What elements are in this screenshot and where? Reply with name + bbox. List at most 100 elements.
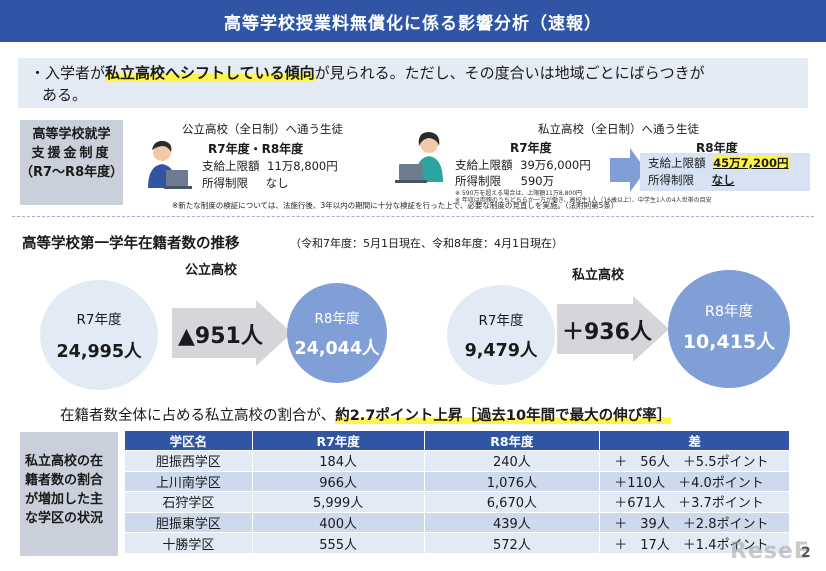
regions-label-line3: が増加した主 <box>25 492 104 507</box>
private-change: ＋936人 <box>562 320 652 345</box>
watermark-logo: ReseE <box>730 539 810 564</box>
r8-count: 439人 <box>423 511 601 534</box>
public-r8-circle: R8年度 24,044人 <box>287 283 387 383</box>
regions-table: 学区名 R7年度 R8年度 差 胆振西学区 184人 240人 ＋ 56人 ＋5… <box>124 430 790 554</box>
r8-count: 572人 <box>423 532 601 554</box>
private-r8-box: 支給上限額 45万7,200円 所得制限 なし <box>640 153 810 191</box>
private-r7-income-row: 所得制限 590万 <box>455 173 554 189</box>
r8-count: 6,670人 <box>423 491 601 513</box>
table-row: 十勝学区 555人 572人 ＋ 17人 ＋1.4ポイント <box>124 532 790 554</box>
private-r8-limit-label: 支給上限額 <box>648 156 706 170</box>
enrollment-subtitle: （令和7年度：5月1日現在、令和8年度：4月1日現在） <box>290 237 563 250</box>
page-title: 高等学校授業料無償化に係る影響分析（速報） <box>224 14 602 34</box>
private-r8-circle: R8年度 10,415人 <box>668 270 790 388</box>
district-name: 十勝学区 <box>124 532 253 554</box>
notice-suffix: が見られる。ただし、その度合いは地域ごとにばらつきが <box>314 64 705 82</box>
public-label: 公立高校 <box>185 263 238 278</box>
private-r7-income-value: 590万 <box>520 174 555 188</box>
table-row: 胆振東学区 400人 439人 ＋ 39人 ＋2.8ポイント <box>124 511 790 534</box>
regions-label-line1: 私立高校の在 <box>25 454 104 469</box>
private-r8-year: R8年度 <box>704 304 754 320</box>
enrollment-title: 高等学校第一学年在籍者数の推移 <box>22 236 240 252</box>
private-label: 私立高校 <box>572 268 625 283</box>
private-r8-limit-value: 45万7,200円 <box>713 156 789 170</box>
private-note-2: ※ 年収は両親のうちどちらか一方が働き、高校生1人（16歳以上）、中学生1人の4… <box>455 197 712 204</box>
public-change: ▲951人 <box>178 324 263 349</box>
summary-prefix: 在籍者数全体に占める私立高校の割合が、 <box>60 408 336 424</box>
student-pc-icon <box>148 140 192 189</box>
private-change-arrow <box>557 296 669 362</box>
notice-box: ・入学者が私立高校へシフトしている傾向が見られる。ただし、その度合いは地域ごとに… <box>18 58 808 108</box>
public-r7-count: 24,995人 <box>56 342 142 362</box>
private-r7-limit-row: 支給上限額 39万6,000円 <box>455 157 591 173</box>
private-note-1: ※ 590万を超える場合は、上限額11万8,800円 <box>455 190 583 197</box>
right-arrow-icon <box>610 148 646 192</box>
r7-count: 966人 <box>251 470 425 493</box>
notice-highlight: 私立高校へシフトしている傾向 <box>105 64 315 82</box>
dashed-divider <box>12 216 814 217</box>
table-row: 上川南学区 966人 1,076人 ＋110人 ＋4.0ポイント <box>124 470 790 493</box>
difference: ＋671人 ＋3.7ポイント <box>599 491 790 513</box>
public-limit-row: 支給上限額 11万8,800円 <box>202 158 338 174</box>
table-row: 石狩学区 5,999人 6,670人 ＋671人 ＋3.7ポイント <box>124 491 790 513</box>
r7-count: 184人 <box>251 450 425 472</box>
private-r7-limit-value: 39万6,000円 <box>520 158 591 172</box>
notice-line2: ある。 <box>42 86 88 104</box>
private-r7-label: R7年度 <box>510 141 552 155</box>
notice-prefix: ・入学者が <box>30 64 106 82</box>
public-income-value: なし <box>265 176 289 190</box>
private-r8-income-label: 所得制限 <box>648 173 694 187</box>
district-name: 胆振東学区 <box>124 511 253 534</box>
private-r8-count: 10,415人 <box>682 331 776 353</box>
support-label-line1: 高等学校就学 <box>32 127 111 142</box>
public-limit-label: 支給上限額 <box>202 159 260 173</box>
private-r8-income-value: なし <box>711 173 735 187</box>
r7-count: 400人 <box>251 511 425 534</box>
public-change-arrow <box>172 300 292 366</box>
public-r8-count: 24,044人 <box>294 339 380 359</box>
private-r8-label: R8年度 <box>696 141 738 155</box>
private-r7-year: R7年度 <box>478 313 524 329</box>
table-header-row: 学区名 R7年度 R8年度 差 <box>124 430 790 451</box>
header-r7: R7年度 <box>251 430 425 451</box>
private-r7-income-label: 所得制限 <box>455 174 501 188</box>
public-heading: 公立高校（全日制）へ通う生徒 <box>182 122 343 136</box>
table-row: 胆振西学区 184人 240人 ＋ 56人 ＋5.5ポイント <box>124 450 790 472</box>
district-name: 上川南学区 <box>124 470 253 493</box>
public-years: R7年度・R8年度 <box>208 142 304 156</box>
difference: ＋ 56人 ＋5.5ポイント <box>599 450 790 472</box>
public-income-label: 所得制限 <box>202 176 248 190</box>
support-footnote: ※新たな制度の検証については、法施行後、3年以内の期間に十分な検証を行った上で、… <box>172 201 619 210</box>
header-district: 学区名 <box>124 430 253 451</box>
student-laptop-icon <box>395 132 443 183</box>
regions-label-line2: 籍者数の割合 <box>25 473 104 488</box>
difference: ＋ 39人 ＋2.8ポイント <box>599 511 790 534</box>
regions-label: 私立高校の在 籍者数の割合 が増加した主 な学区の状況 <box>20 432 118 556</box>
public-r7-circle: R7年度 24,995人 <box>40 280 158 390</box>
private-r7-circle: R7年度 9,479人 <box>447 285 555 385</box>
r7-count: 5,999人 <box>251 491 425 513</box>
regions-label-line4: な学区の状況 <box>25 511 104 526</box>
support-label: 高等学校就学 支援金制度 （R7～R8年度） <box>20 120 123 205</box>
r7-count: 555人 <box>251 532 425 554</box>
public-limit-value: 11万8,800円 <box>267 159 338 173</box>
difference: ＋ 17人 ＋1.4ポイント <box>599 532 790 554</box>
r8-count: 1,076人 <box>423 470 601 493</box>
private-heading: 私立高校（全日制）へ通う生徒 <box>538 122 699 136</box>
summary-highlight: 約2.7ポイント上昇［過去10年間で最大の伸び率］ <box>335 408 672 424</box>
header-r8: R8年度 <box>423 430 601 451</box>
support-label-line3: （R7～R8年度） <box>20 165 124 180</box>
header-diff: 差 <box>599 430 790 451</box>
summary-line: 在籍者数全体に占める私立高校の割合が、約2.7ポイント上昇［過去10年間で最大の… <box>60 404 672 425</box>
difference: ＋110人 ＋4.0ポイント <box>599 470 790 493</box>
private-r7-count: 9,479人 <box>464 341 538 361</box>
page-number: 2 <box>801 545 811 561</box>
title-bar: 高等学校授業料無償化に係る影響分析（速報） <box>0 0 826 42</box>
private-r7-limit-label: 支給上限額 <box>455 158 513 172</box>
public-income-row: 所得制限 なし <box>202 175 289 191</box>
r8-count: 240人 <box>423 450 601 472</box>
public-r7-year: R7年度 <box>76 312 122 328</box>
district-name: 胆振西学区 <box>124 450 253 472</box>
district-name: 石狩学区 <box>124 491 253 513</box>
support-label-line2: 支援金制度 <box>31 146 112 161</box>
